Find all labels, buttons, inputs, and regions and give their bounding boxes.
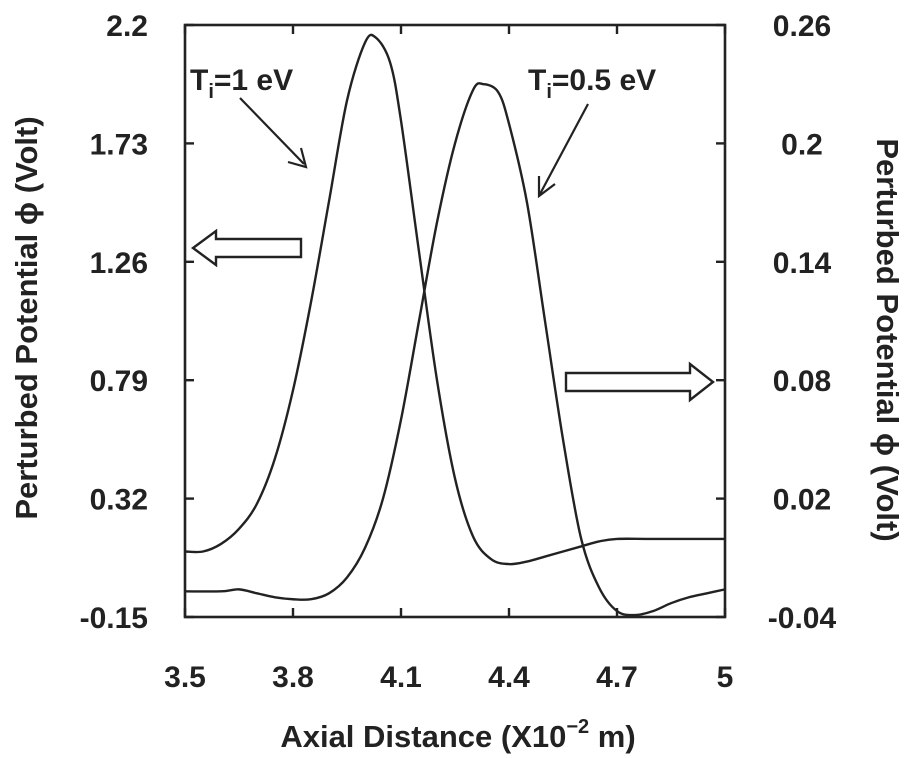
- y-left-tick-label: -0.15: [80, 602, 148, 635]
- x-tick-label: 3.8: [272, 661, 314, 694]
- y-left-tick-label: 0.32: [90, 484, 148, 517]
- y-left-tick-label: 1.26: [90, 247, 148, 280]
- x-tick-label: 3.5: [164, 661, 206, 694]
- y-right-tick-label: 0.02: [773, 484, 831, 517]
- x-axis-title: Axial Distance (X10−2 m): [280, 716, 635, 754]
- series-line-ti-1ev: [184, 33, 725, 566]
- x-tick-label: 4.4: [488, 661, 530, 694]
- y-left-tick-label: 0.79: [90, 365, 148, 398]
- plot-frame: [183, 23, 727, 619]
- x-tick-label: 4.7: [596, 661, 638, 694]
- y-right-tick-label: 0.14: [773, 247, 832, 280]
- annotation-ti-0-5ev: Ti=0.5 eV: [528, 64, 656, 103]
- y-right-tick-label: 0.08: [773, 365, 831, 398]
- tick-layer: [183, 23, 727, 619]
- left-axis-indicator-arrow: [190, 228, 303, 268]
- x-axis-title-main: Axial Distance (X10: [280, 719, 566, 754]
- y-left-axis-title: Perturbed Potential ϕ (Volt): [9, 116, 44, 519]
- x-axis-title-exponent: −2: [566, 716, 589, 738]
- x-tick-label: 5: [717, 661, 734, 694]
- series-line-ti-0-5ev: [184, 82, 726, 617]
- annotation-arrow-ti-1ev: [239, 97, 308, 169]
- curve-layer: [184, 33, 726, 617]
- annotation-ti-1ev: Ti=1 eV: [190, 64, 293, 103]
- x-axis-title-unit: m): [589, 719, 636, 754]
- x-tick-label: 4.1: [380, 661, 422, 694]
- right-axis-indicator-arrow: [564, 361, 715, 403]
- y-left-tick-label: 1.73: [90, 128, 148, 161]
- y-right-tick-label: -0.04: [768, 602, 837, 635]
- y-left-tick-label: 2.2: [106, 10, 148, 43]
- y-right-tick-label: 0.26: [773, 10, 831, 43]
- tick-label-layer: 3.5 3.8 4.1 4.4 4.7 5 -0.15 0.32 0.79 1.26 1.73 2.2…: [80, 10, 837, 694]
- annotation-arrow-ti-0-5ev: [537, 103, 589, 199]
- y-right-tick-label: 0.2: [781, 128, 823, 161]
- y-right-axis-title: Perturbed Potential ϕ (Volt): [870, 138, 905, 541]
